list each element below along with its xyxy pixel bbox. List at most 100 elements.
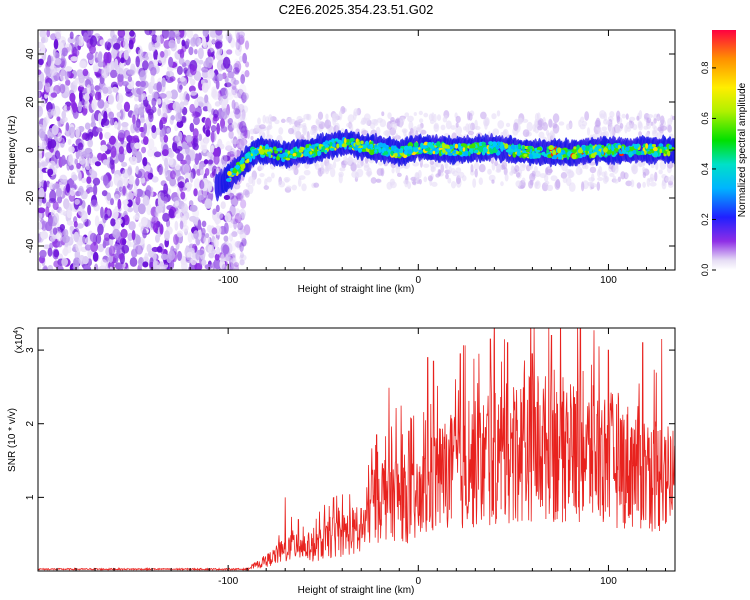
halo-speckle xyxy=(455,167,462,174)
halo-speckle xyxy=(522,129,530,138)
noise-speckle xyxy=(242,92,249,101)
noise-speckle xyxy=(65,122,70,132)
halo-speckle xyxy=(437,168,441,176)
halo-speckle xyxy=(566,169,574,179)
noise-speckle xyxy=(164,230,170,242)
halo-speckle xyxy=(504,173,509,182)
halo-speckle xyxy=(431,112,435,122)
halo-speckle xyxy=(625,113,629,120)
halo-speckle xyxy=(510,165,515,174)
halo-speckle xyxy=(581,164,587,169)
ridge-blob xyxy=(329,141,333,147)
halo-speckle xyxy=(597,176,604,182)
noise-speckle xyxy=(176,65,183,75)
ridge-blob xyxy=(510,144,516,149)
halo-speckle xyxy=(655,161,659,171)
noise-speckle xyxy=(112,228,121,239)
noise-speckle xyxy=(234,108,241,120)
ridge-blob xyxy=(357,147,363,153)
snr-xlabel: Height of straight line (km) xyxy=(298,585,415,596)
noise-speckle xyxy=(50,108,57,116)
noise-speckle xyxy=(237,103,245,113)
noise-speckle xyxy=(59,223,66,231)
halo-speckle xyxy=(562,177,568,184)
ridge-blob xyxy=(504,143,509,149)
noise-speckle xyxy=(220,201,226,210)
noise-speckle xyxy=(63,229,69,238)
noise-speckle xyxy=(94,161,102,167)
noise-speckle xyxy=(230,37,236,48)
noise-speckle xyxy=(99,39,106,46)
noise-speckle xyxy=(166,254,172,264)
noise-speckle xyxy=(100,144,108,152)
ridge-blob xyxy=(548,145,554,151)
halo-speckle xyxy=(261,132,266,140)
ridge-blob xyxy=(265,144,269,151)
noise-speckle xyxy=(234,47,242,57)
noise-speckle xyxy=(63,198,70,210)
noise-speckle xyxy=(38,69,42,75)
noise-speckle xyxy=(194,153,200,166)
ridge-blob xyxy=(632,149,637,155)
noise-speckle xyxy=(76,162,82,170)
noise-speckle xyxy=(189,171,194,183)
noise-speckle xyxy=(146,203,152,216)
noise-speckle xyxy=(90,199,98,208)
noise-speckle xyxy=(242,52,248,64)
noise-speckle xyxy=(237,221,244,231)
noise-speckle xyxy=(103,232,111,242)
y-tick-label: 0 xyxy=(25,147,36,153)
noise-speckle xyxy=(241,105,249,114)
noise-speckle xyxy=(179,220,184,230)
noise-speckle xyxy=(97,52,103,63)
ridge-blob xyxy=(508,146,512,153)
noise-speckle xyxy=(224,212,232,222)
halo-speckle xyxy=(350,123,354,134)
ridge-blob xyxy=(517,143,522,150)
halo-speckle xyxy=(332,160,337,169)
ridge-blob xyxy=(552,154,558,160)
ridge-blob xyxy=(320,149,326,153)
halo-speckle xyxy=(415,172,420,181)
noise-speckle xyxy=(169,170,176,180)
noise-speckle xyxy=(41,197,47,204)
noise-speckle xyxy=(95,127,103,133)
ridge-blob xyxy=(358,145,364,149)
noise-speckle xyxy=(38,262,42,270)
halo-speckle xyxy=(470,134,474,140)
noise-speckle xyxy=(122,168,131,179)
noise-speckle xyxy=(69,187,76,197)
noise-speckle xyxy=(236,242,242,250)
noise-speckle xyxy=(243,224,251,236)
noise-speckle xyxy=(151,34,158,44)
noise-speckle xyxy=(54,150,61,160)
noise-speckle xyxy=(129,257,138,267)
noise-speckle xyxy=(142,195,150,206)
noise-speckle xyxy=(230,79,238,86)
noise-speckle xyxy=(87,128,94,141)
halo-speckle xyxy=(291,184,298,191)
halo-speckle xyxy=(517,117,523,125)
noise-speckle xyxy=(139,70,147,82)
spectrogram-axes: -100 0 100 -40 -20 0 20 40 xyxy=(25,30,675,286)
ridge-blob xyxy=(462,147,466,152)
noise-speckle xyxy=(177,181,185,189)
halo-speckle xyxy=(626,126,632,132)
halo-speckle xyxy=(338,110,343,121)
noise-speckle xyxy=(170,89,179,100)
noise-speckle xyxy=(163,134,169,143)
noise-speckle xyxy=(97,61,104,68)
noise-speckle xyxy=(229,148,236,158)
noise-speckle xyxy=(121,238,127,246)
noise-speckle xyxy=(40,99,46,108)
ridge-blob xyxy=(602,147,608,153)
colorbar-ticks: 0.0 0.2 0.4 0.6 0.8 xyxy=(700,62,716,276)
ridge-blob xyxy=(292,152,297,157)
noise-speckle xyxy=(109,117,115,126)
noise-speckle xyxy=(59,83,66,94)
noise-speckle xyxy=(125,91,133,97)
noise-speckle xyxy=(152,222,158,233)
halo-speckle xyxy=(445,120,452,130)
noise-speckle xyxy=(233,219,238,230)
noise-speckle xyxy=(151,216,159,226)
